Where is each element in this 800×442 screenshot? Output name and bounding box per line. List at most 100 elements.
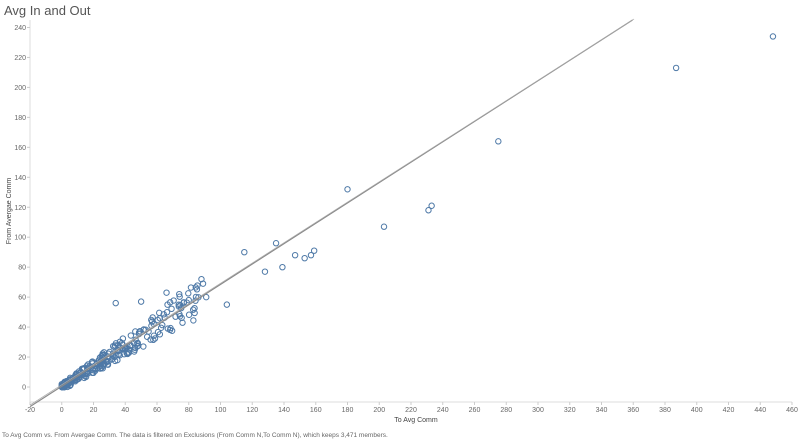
data-point-outlier <box>291 251 299 259</box>
data-point <box>154 316 161 324</box>
data-point <box>176 313 184 320</box>
x-tick-label: 40 <box>121 407 129 414</box>
data-point <box>148 316 155 324</box>
data-point <box>176 293 183 300</box>
data-point <box>151 335 159 342</box>
x-tick-label: 100 <box>215 407 227 414</box>
data-point <box>150 332 158 339</box>
x-axis-title: To Avg Comm <box>394 417 438 424</box>
data-point <box>179 319 186 326</box>
data-point <box>166 326 174 334</box>
data-point <box>154 328 162 336</box>
x-tick-label: 400 <box>691 407 703 414</box>
y-tick-label: 60 <box>18 295 26 302</box>
data-point <box>194 282 201 289</box>
y-tick-label: 140 <box>14 175 26 182</box>
data-point-outlier <box>495 138 502 145</box>
data-point <box>111 357 119 365</box>
data-point <box>131 348 138 355</box>
x-tick-label: 300 <box>532 407 544 414</box>
x-tick-label: 80 <box>185 407 193 414</box>
x-tick-label: 420 <box>723 407 735 414</box>
data-point <box>170 297 177 304</box>
data-point-outlier <box>272 240 280 247</box>
data-point <box>140 343 147 350</box>
x-tick-label: 240 <box>437 407 449 414</box>
data-point <box>160 311 167 318</box>
chart-caption: To Avg Comm vs. From Avergae Comm. The d… <box>2 432 388 439</box>
data-point-outlier <box>261 268 269 275</box>
data-point <box>175 303 183 310</box>
data-point-outlier <box>307 251 315 259</box>
y-tick-label: 40 <box>18 325 26 332</box>
data-point-outlier <box>112 299 119 307</box>
scatter-plot[interactable]: 0 20 40 60 80 100 120 140 160 180 200 220 240 -20 0 20 4… <box>0 0 800 430</box>
data-point <box>150 336 157 344</box>
data-point <box>157 324 165 331</box>
x-tick-label: 440 <box>754 407 766 414</box>
chart-title: Avg In and Out <box>4 3 91 18</box>
data-point-outlier <box>428 202 435 209</box>
data-point-outlier <box>137 298 145 305</box>
data-point <box>185 311 193 318</box>
data-point-outlier <box>241 248 248 256</box>
x-tick-label: 360 <box>627 407 639 414</box>
data-point <box>172 313 179 320</box>
x-tick-label: 140 <box>278 407 290 414</box>
x-tick-label: -20 <box>25 407 35 414</box>
data-point <box>99 351 107 359</box>
data-point-outlier <box>223 301 231 308</box>
data-point <box>123 350 130 357</box>
data-point <box>132 328 139 335</box>
data-point <box>168 305 175 313</box>
data-point <box>185 290 192 297</box>
y-tick-label: 220 <box>14 55 26 62</box>
x-tick-label: 280 <box>500 407 512 414</box>
data-point-outlier <box>672 64 680 72</box>
data-point <box>193 286 201 293</box>
data-point-outlier <box>344 186 351 193</box>
y-tick-label: 120 <box>14 205 26 212</box>
x-tick-label: 200 <box>373 407 385 414</box>
data-point-outlier <box>185 296 192 304</box>
data-point-outlier <box>769 33 777 40</box>
points-group <box>58 33 777 391</box>
y-axis-title: From Avergae Comm <box>6 178 13 245</box>
data-point-outlier <box>425 207 432 214</box>
y-tick-label: 160 <box>14 145 26 152</box>
data-point <box>89 366 97 374</box>
data-point <box>136 328 144 335</box>
x-tick-label: 220 <box>405 407 417 414</box>
y-tick-label: 20 <box>18 355 26 362</box>
data-point-outlier <box>199 280 207 287</box>
y-tick-label: 180 <box>14 115 26 122</box>
x-tick-label: 160 <box>310 407 322 414</box>
data-point <box>106 348 113 356</box>
x-tick-label: 180 <box>342 407 354 414</box>
data-point <box>114 341 122 349</box>
y-tick-label: 80 <box>18 265 26 272</box>
data-point <box>127 332 135 339</box>
data-point <box>108 356 116 363</box>
data-point <box>164 301 171 308</box>
data-point <box>124 350 131 358</box>
x-tick-label: 60 <box>153 407 161 414</box>
x-tick-label: 340 <box>596 407 608 414</box>
trend-line-band <box>29 18 635 406</box>
y-tick-label: 100 <box>14 235 26 242</box>
data-point-outlier <box>301 254 308 262</box>
data-point <box>115 351 122 358</box>
data-point-outlier <box>203 293 210 301</box>
y-tick-label: 240 <box>14 25 26 32</box>
data-point-outlier <box>380 223 388 230</box>
data-point <box>163 309 171 316</box>
data-point <box>190 306 197 313</box>
data-point <box>72 378 79 385</box>
x-tick-label: 0 <box>60 407 64 414</box>
y-tick-label: 0 <box>22 385 26 392</box>
data-point-outlier <box>310 247 318 254</box>
x-tick-label: 20 <box>90 407 98 414</box>
x-tick-label: 120 <box>246 407 258 414</box>
x-tick-label: 260 <box>469 407 481 414</box>
data-point <box>118 339 126 347</box>
